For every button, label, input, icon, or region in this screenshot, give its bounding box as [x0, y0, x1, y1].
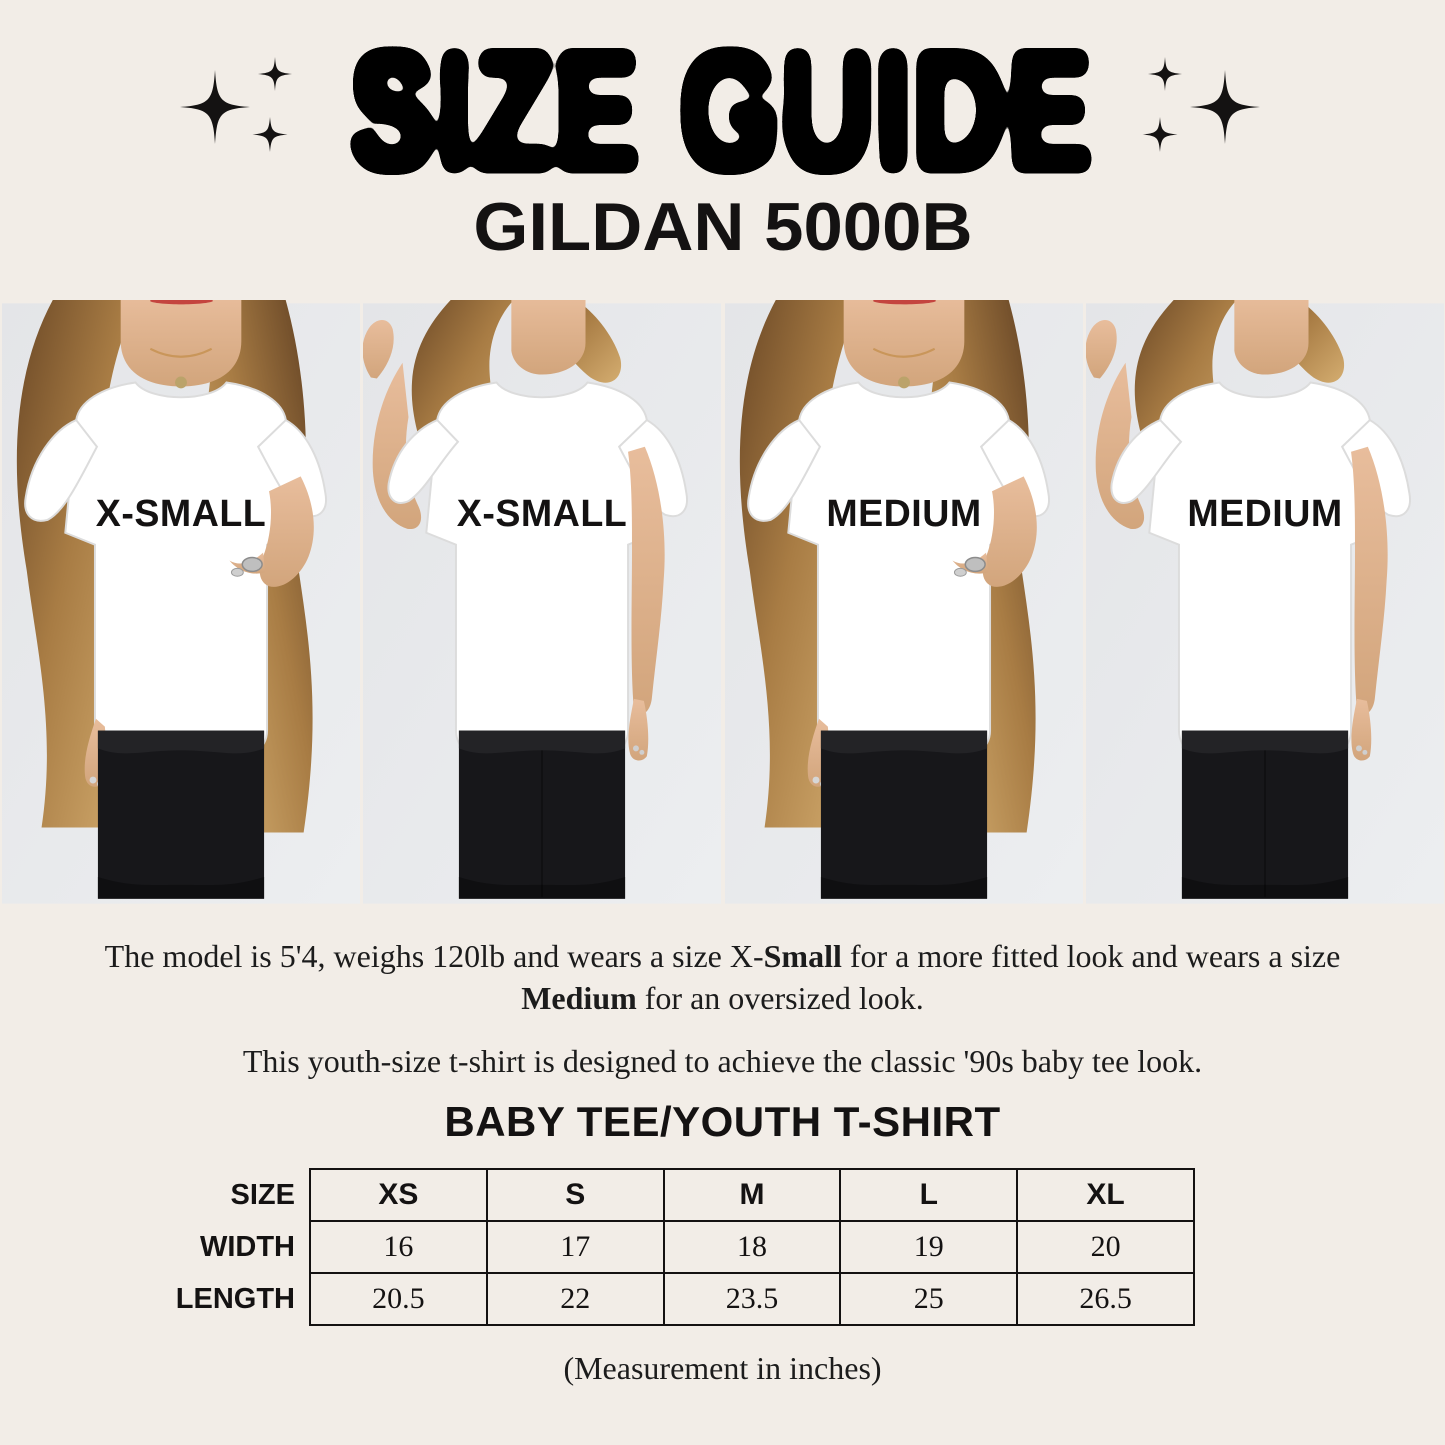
svg-text:SIZE GUIDE: SIZE GUIDE [349, 19, 1094, 204]
svg-text:MEDIUM: MEDIUM [826, 492, 981, 534]
svg-text:X-SMALL: X-SMALL [457, 492, 627, 534]
svg-text:X-SMALL: X-SMALL [96, 492, 266, 534]
svg-text:MEDIUM: MEDIUM [1187, 492, 1342, 534]
